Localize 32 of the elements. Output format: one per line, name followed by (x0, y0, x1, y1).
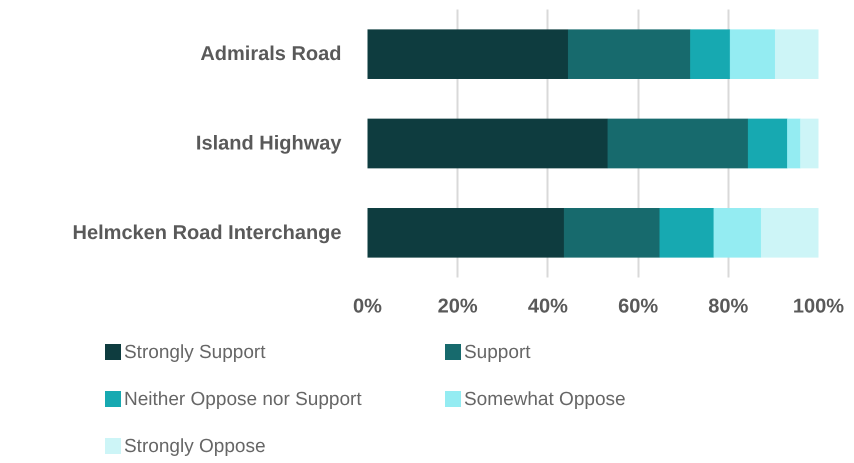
bar (714, 208, 762, 258)
bar (760, 208, 818, 258)
legend-label: Strongly Oppose (124, 436, 266, 457)
legend-item: Strongly Oppose (105, 436, 266, 458)
x-tick-label: 20% (438, 296, 478, 318)
legend-label: Support (464, 342, 531, 363)
bar (748, 118, 788, 168)
y-tick-label: Island Highway (196, 132, 342, 154)
bar (368, 118, 608, 168)
legend-item: Neither Oppose nor Support (105, 389, 362, 411)
x-tick-label: 40% (528, 296, 568, 318)
x-tick-label: 80% (708, 296, 749, 318)
y-tick-label: Admirals Road (200, 43, 342, 66)
bar (774, 29, 818, 79)
legend-item: Somewhat Oppose (445, 389, 626, 411)
x-tick-label: 0% (353, 296, 382, 318)
bar (568, 29, 691, 79)
bar (608, 118, 748, 168)
bar (730, 29, 776, 79)
bar (800, 118, 818, 168)
x-tick-label: 100% (792, 296, 844, 318)
bar (787, 118, 801, 168)
bar (564, 208, 660, 258)
legend-item: Support (445, 342, 531, 364)
bar (660, 208, 714, 258)
bar (368, 208, 564, 258)
legend-label: Strongly Support (124, 342, 266, 363)
y-tick-label: Helmcken Road Interchange (72, 222, 342, 244)
bar (368, 29, 568, 79)
bar (690, 29, 730, 79)
x-tick-label: 60% (618, 296, 658, 318)
legend-item: Strongly Support (105, 342, 266, 364)
